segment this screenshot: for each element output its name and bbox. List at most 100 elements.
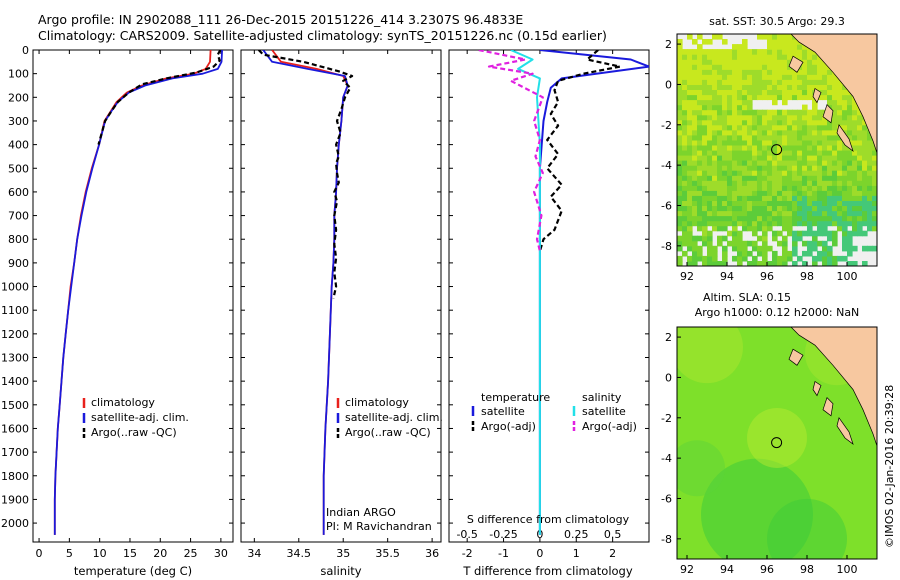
sst-cell	[762, 205, 768, 212]
sst-cell	[867, 134, 873, 141]
sst-cell	[797, 94, 803, 101]
sst-cell	[707, 79, 713, 85]
sst-cell	[757, 210, 763, 217]
sst-cell	[702, 155, 708, 161]
sst-cell	[757, 155, 763, 161]
sst-cell	[762, 190, 768, 196]
sst-cell	[687, 185, 693, 191]
sst-cell	[737, 124, 743, 131]
sst-cell	[827, 155, 833, 161]
sst-cell	[777, 205, 783, 212]
sst-cell	[697, 49, 703, 55]
sst-cell	[742, 245, 748, 252]
sst-cell	[732, 155, 738, 161]
sst-cell	[857, 215, 863, 222]
sst-cell	[792, 245, 798, 252]
sst-cell	[732, 145, 738, 151]
sst-cell	[857, 170, 863, 176]
sst-cell	[837, 180, 843, 186]
sst-cell	[787, 190, 793, 196]
sst-cell	[827, 185, 833, 191]
sst-cell	[872, 165, 877, 171]
sst-cell	[702, 205, 708, 212]
sst-cell	[772, 119, 778, 126]
sst-cell	[797, 220, 803, 227]
temperature-x-label: temperature (deg C)	[74, 564, 192, 578]
mentawai-island	[822, 103, 834, 124]
sst-cell	[707, 210, 713, 217]
sst-cell	[812, 255, 818, 262]
sst-cell	[837, 99, 843, 106]
sst-cell	[747, 215, 753, 222]
sst-cell	[692, 210, 698, 217]
sst-cell	[747, 134, 753, 141]
sumatra-landmass	[790, 327, 877, 447]
sst-cell	[792, 215, 798, 222]
sst-cell	[762, 129, 768, 136]
sst-cell	[762, 240, 768, 247]
sst-cell	[687, 261, 693, 266]
sst-cell	[827, 200, 833, 206]
sst-cell	[837, 220, 843, 227]
sst-cell	[727, 220, 733, 227]
sst-cell	[867, 150, 873, 156]
sst-cell	[802, 104, 808, 111]
sst-cell	[832, 261, 838, 266]
sst-cell	[772, 69, 778, 75]
sst-cell	[772, 235, 778, 242]
sst-cell	[712, 104, 718, 111]
sst-cell	[872, 180, 877, 186]
sst-cell	[802, 195, 808, 201]
sst-cell	[797, 134, 803, 141]
sst-cell	[772, 124, 778, 131]
sst-cell	[737, 44, 743, 50]
mentawai-island	[836, 123, 854, 152]
sst-cell	[682, 99, 688, 106]
sst-cell	[782, 69, 788, 75]
sst-cell	[772, 175, 778, 181]
x-tick-label: 2	[609, 547, 616, 560]
legend-s-argo-label: Argo(-adj)	[582, 420, 637, 433]
sst-cell	[862, 129, 868, 136]
sst-cell	[842, 230, 848, 237]
sst-cell	[802, 54, 808, 60]
sst-cell	[817, 114, 823, 121]
sst-cell	[767, 89, 773, 96]
temperature-legend: climatology satellite-adj. clim. Argo(..…	[82, 396, 189, 439]
sst-cell	[727, 114, 733, 121]
sst-cell	[767, 79, 773, 85]
sst-cell	[692, 175, 698, 181]
sst-cell	[777, 89, 783, 96]
sst-cell	[832, 79, 838, 85]
y-tick-label: 600	[8, 186, 29, 199]
sst-cell	[852, 119, 858, 126]
sst-cell	[722, 170, 728, 176]
sst-cell	[777, 59, 783, 65]
sst-cell	[792, 185, 798, 191]
difference-series	[478, 50, 649, 535]
salinity-panel: 34 34.5 35 35.5 36 salinity climatology sate…	[240, 49, 443, 578]
sst-cell	[797, 210, 803, 217]
sst-cell	[782, 150, 788, 156]
map-y-tick-label: -4	[661, 452, 672, 465]
sst-cell	[702, 220, 708, 227]
sst-cell	[687, 220, 693, 227]
sst-cell	[687, 119, 693, 126]
sst-cell	[737, 175, 743, 181]
sst-cell	[777, 261, 783, 266]
sst-cell	[677, 195, 683, 201]
sst-cell	[707, 215, 713, 222]
sst-cell	[682, 225, 688, 232]
sst-cell	[777, 210, 783, 217]
sst-cell	[697, 225, 703, 232]
sst-cell	[697, 59, 703, 65]
sst-cell	[697, 250, 703, 257]
sst-cell	[857, 109, 863, 116]
sst-cell	[847, 160, 853, 166]
sst-cell	[692, 170, 698, 176]
sst-cell	[802, 155, 808, 161]
sst-cell	[857, 225, 863, 232]
sst-cell	[782, 74, 788, 80]
sst-cell	[697, 160, 703, 166]
sst-cell	[727, 74, 733, 80]
